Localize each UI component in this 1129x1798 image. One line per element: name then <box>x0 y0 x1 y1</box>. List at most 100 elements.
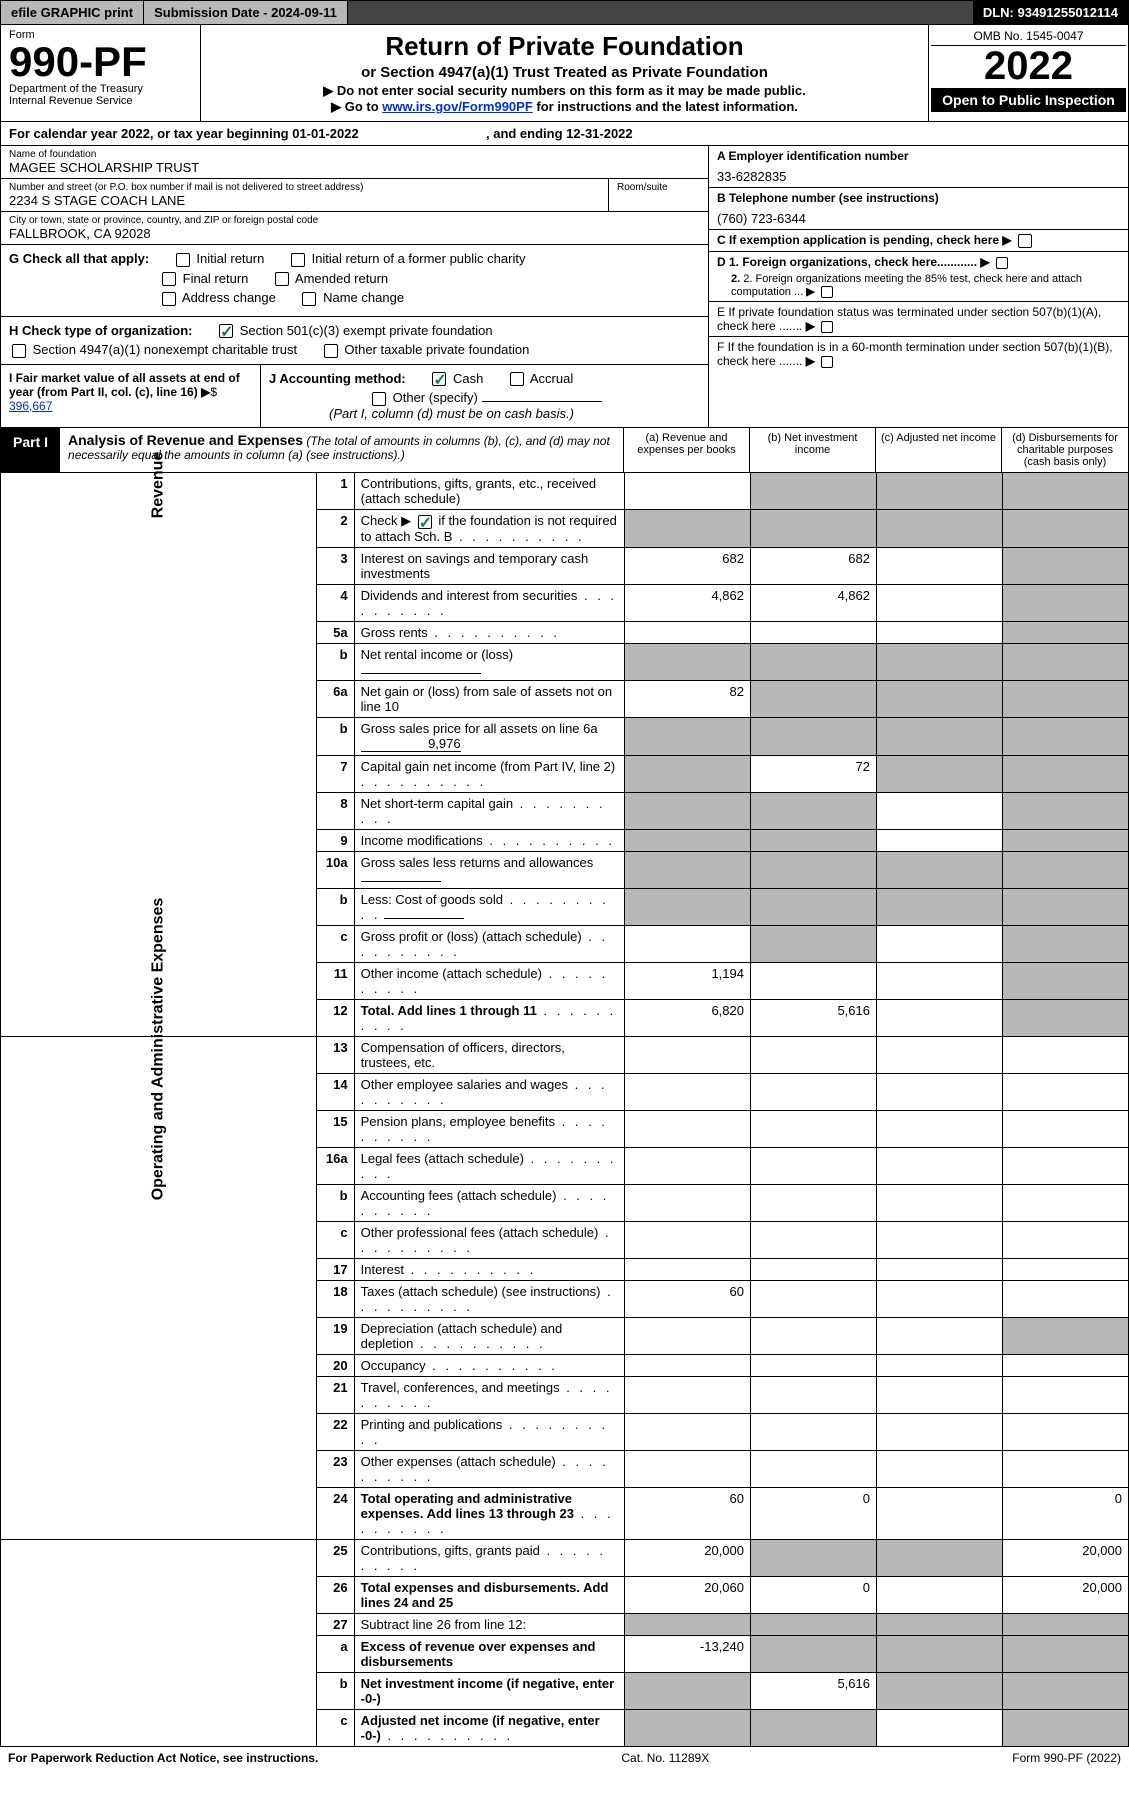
line-27a-col-a: -13,240 <box>625 1635 751 1672</box>
city-state-zip: FALLBROOK, CA 92028 <box>9 226 700 241</box>
room-label: Room/suite <box>617 182 700 193</box>
line-18-desc: Taxes (attach schedule) (see instruction… <box>361 1284 601 1299</box>
line-1-desc: Contributions, gifts, grants, etc., rece… <box>354 473 624 510</box>
line-24-col-a: 60 <box>625 1487 751 1539</box>
cash-checkbox[interactable] <box>432 372 446 386</box>
line-17-desc: Interest <box>361 1262 404 1277</box>
line-11-col-a: 1,194 <box>625 962 751 999</box>
line-d2-label: 2. Foreign organizations meeting the 85%… <box>731 273 1082 298</box>
line-6a-col-a: 82 <box>625 680 751 717</box>
line-e-checkbox[interactable] <box>821 321 833 333</box>
line-24-desc: Total operating and administrative expen… <box>361 1491 574 1521</box>
year-end: , and ending 12-31-2022 <box>486 126 633 141</box>
other-taxable-label: Other taxable private foundation <box>344 342 529 357</box>
line-10a-desc: Gross sales less returns and allowances <box>361 855 594 870</box>
line-21-desc: Travel, conferences, and meetings <box>361 1380 560 1395</box>
line-26-col-b: 0 <box>751 1576 877 1613</box>
line-f-label: F If the foundation is in a 60-month ter… <box>717 340 1113 368</box>
tel-label: B Telephone number (see instructions) <box>717 191 939 205</box>
other-method-label: Other (specify) <box>393 390 478 405</box>
part1-table: Revenue 1 Contributions, gifts, grants, … <box>0 473 1129 1747</box>
line-d1-label: D 1. Foreign organizations, check here..… <box>717 255 977 269</box>
501c3-label: Section 501(c)(3) exempt private foundat… <box>240 323 493 338</box>
top-spacer <box>348 1 973 24</box>
schb-checkbox[interactable] <box>418 515 432 529</box>
accrual-checkbox[interactable] <box>510 372 524 386</box>
line-d2-checkbox[interactable] <box>821 286 833 298</box>
line-25-col-a: 20,000 <box>625 1539 751 1576</box>
line-12-desc: Total. Add lines 1 through 11 <box>361 1003 537 1018</box>
tax-year-line: For calendar year 2022, or tax year begi… <box>0 122 1129 146</box>
amended-return-checkbox[interactable] <box>275 272 289 286</box>
top-bar: efile GRAPHIC print Submission Date - 20… <box>0 0 1129 25</box>
col-b-header: (b) Net investment income <box>750 428 876 472</box>
form-note-2b: for instructions and the latest informat… <box>536 99 797 114</box>
initial-return-label: Initial return <box>196 251 264 266</box>
other-taxable-checkbox[interactable] <box>324 344 338 358</box>
line-10b-desc: Less: Cost of goods sold <box>361 892 503 907</box>
paperwork-notice: For Paperwork Reduction Act Notice, see … <box>8 1751 318 1765</box>
amended-return-label: Amended return <box>295 271 388 286</box>
fmv-value[interactable]: 396,667 <box>9 399 52 413</box>
line-4-col-b: 4,862 <box>751 584 877 621</box>
address-change-label: Address change <box>182 290 276 305</box>
cat-no: Cat. No. 11289X <box>621 1751 709 1765</box>
table-row: Operating and Administrative Expenses 13… <box>1 1036 1129 1073</box>
line-8-desc: Net short-term capital gain <box>361 796 513 811</box>
line-3-col-b: 682 <box>751 547 877 584</box>
form-title: Return of Private Foundation <box>207 31 922 62</box>
4947-checkbox[interactable] <box>12 344 26 358</box>
page-footer: For Paperwork Reduction Act Notice, see … <box>0 1747 1129 1769</box>
dln-label: DLN: 93491255012114 <box>973 1 1128 24</box>
line-25-col-d: 20,000 <box>1003 1539 1129 1576</box>
line-7-col-b: 72 <box>751 755 877 792</box>
ein-label: A Employer identification number <box>717 149 909 163</box>
form-header: Form 990-PF Department of the Treasury I… <box>0 25 1129 122</box>
addr-label: Number and street (or P.O. box number if… <box>9 182 600 193</box>
line-25-desc: Contributions, gifts, grants paid <box>361 1543 540 1558</box>
table-row: Revenue 1 Contributions, gifts, grants, … <box>1 473 1129 510</box>
final-return-checkbox[interactable] <box>162 272 176 286</box>
line-16a-desc: Legal fees (attach schedule) <box>361 1151 524 1166</box>
table-row: 26 Total expenses and disbursements. Add… <box>1 1576 1129 1613</box>
line-g-label: G Check all that apply: <box>9 251 149 266</box>
efile-print-button[interactable]: efile GRAPHIC print <box>1 1 144 24</box>
expenses-side-label: Operating and Administrative Expenses <box>149 898 167 1201</box>
table-row: 25 Contributions, gifts, grants paid 20,… <box>1 1539 1129 1576</box>
open-public: Open to Public Inspection <box>931 88 1126 112</box>
line-e-label: E If private foundation status was termi… <box>717 305 1101 333</box>
501c3-checkbox[interactable] <box>219 324 233 338</box>
line-f-checkbox[interactable] <box>821 356 833 368</box>
tel-value: (760) 723-6344 <box>717 211 1120 226</box>
line-27b-desc: Net investment income (if negative, ente… <box>361 1676 615 1706</box>
line-15-desc: Pension plans, employee benefits <box>361 1114 555 1129</box>
col-a-header: (a) Revenue and expenses per books <box>624 428 750 472</box>
line-7-desc: Capital gain net income (from Part IV, l… <box>361 759 616 774</box>
irs-label: Internal Revenue Service <box>9 95 192 107</box>
irs-link[interactable]: www.irs.gov/Form990PF <box>382 99 533 114</box>
line-5b-desc: Net rental income or (loss) <box>361 647 513 662</box>
line-26-col-a: 20,060 <box>625 1576 751 1613</box>
part1-title: Analysis of Revenue and Expenses <box>68 432 303 448</box>
address-change-checkbox[interactable] <box>162 292 176 306</box>
line-4-desc: Dividends and interest from securities <box>361 588 578 603</box>
line-26-desc: Total expenses and disbursements. Add li… <box>361 1580 609 1610</box>
line-27b-col-b: 5,616 <box>751 1672 877 1709</box>
other-method-checkbox[interactable] <box>372 392 386 406</box>
line-c-checkbox[interactable] <box>1018 234 1032 248</box>
part1-tag: Part I <box>1 428 60 472</box>
entity-info: Name of foundation MAGEE SCHOLARSHIP TRU… <box>0 146 1129 428</box>
line-16c-desc: Other professional fees (attach schedule… <box>361 1225 599 1240</box>
form-ref: Form 990-PF (2022) <box>1012 1751 1121 1765</box>
line-d1-checkbox[interactable] <box>996 257 1008 269</box>
table-row: c Adjusted net income (if negative, ente… <box>1 1709 1129 1746</box>
line-16b-desc: Accounting fees (attach schedule) <box>361 1188 557 1203</box>
initial-return-checkbox[interactable] <box>176 253 190 267</box>
line-27a-desc: Excess of revenue over expenses and disb… <box>361 1639 596 1669</box>
line-10c-desc: Gross profit or (loss) (attach schedule) <box>361 929 582 944</box>
initial-former-checkbox[interactable] <box>291 253 305 267</box>
line-13-desc: Compensation of officers, directors, tru… <box>354 1036 624 1073</box>
line-11-desc: Other income (attach schedule) <box>361 966 542 981</box>
name-change-checkbox[interactable] <box>302 292 316 306</box>
dept-label: Department of the Treasury <box>9 83 192 95</box>
